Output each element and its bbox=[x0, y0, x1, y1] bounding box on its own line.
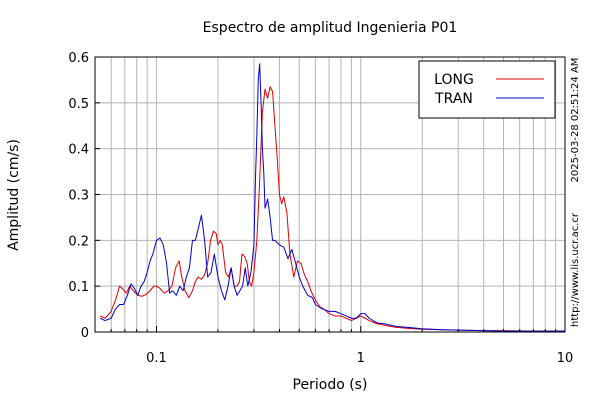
chart-title: Espectro de amplitud Ingenieria P01 bbox=[203, 20, 458, 36]
legend-box bbox=[418, 60, 556, 119]
x-tick-label: 10 bbox=[557, 351, 574, 366]
x-axis-label: Periodo (s) bbox=[293, 377, 368, 393]
legend-label-tran: TRAN bbox=[434, 91, 473, 107]
timestamp-label: 2025-03-28 02:51:24 AM bbox=[570, 58, 581, 183]
axis-ticks: 0 0.1 0.2 0.3 0.4 0.5 0.6 0.1 1 10 bbox=[68, 51, 573, 366]
y-tick-label: 0.2 bbox=[68, 234, 89, 249]
x-tick-label: 1 bbox=[357, 351, 365, 366]
series-line-tran bbox=[99, 63, 565, 332]
legend-label-long: LONG bbox=[434, 72, 474, 88]
y-tick-label: 0.6 bbox=[68, 51, 89, 66]
y-tick-label: 0.5 bbox=[68, 97, 89, 112]
y-tick-label: 0.4 bbox=[68, 143, 89, 158]
legend: LONG TRAN bbox=[418, 60, 556, 119]
y-tick-label: 0.1 bbox=[68, 280, 89, 295]
grid bbox=[94, 56, 566, 333]
y-tick-label: 0 bbox=[81, 326, 89, 341]
series-line-long bbox=[99, 86, 565, 332]
x-tick-label: 0.1 bbox=[146, 351, 167, 366]
series-layer bbox=[99, 63, 565, 332]
y-axis-label: Amplitud (cm/s) bbox=[6, 139, 22, 251]
source-url-label: http://www.lis.ucr.ac.cr bbox=[570, 212, 581, 327]
y-tick-label: 0.3 bbox=[68, 189, 89, 204]
